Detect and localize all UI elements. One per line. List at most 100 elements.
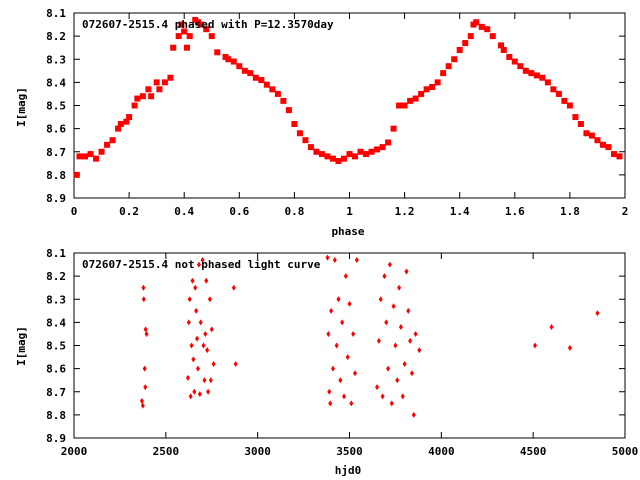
data-point [141, 296, 146, 303]
data-point [328, 400, 333, 407]
unphased-light-curve-panel: 2000 2500 3000 3500 4000 4500 5000 8.18.28.38.… [15, 247, 638, 477]
data-point [197, 391, 202, 398]
data-point [376, 337, 381, 344]
data-point [391, 303, 396, 310]
unphased-x-tick-label: 5000 [612, 445, 639, 458]
data-point [197, 21, 204, 28]
data-point [434, 79, 441, 86]
data-point [134, 95, 141, 102]
unphased-x-tick-label: 4000 [428, 445, 455, 458]
data-point [183, 44, 190, 51]
data-point [190, 277, 195, 284]
data-point [109, 137, 116, 144]
data-point [351, 330, 356, 337]
data-point [418, 90, 425, 97]
data-point [354, 256, 359, 263]
unphased-x-tick-label: 4500 [520, 445, 547, 458]
data-point [332, 256, 337, 263]
data-point [225, 56, 232, 63]
data-point [208, 33, 215, 40]
unphased-x-axis-label: hjd0 [335, 464, 362, 477]
data-point [87, 151, 94, 158]
data-point [211, 361, 216, 367]
data-point [148, 93, 155, 100]
phased-x-tick-label: 2 [622, 205, 629, 218]
data-point [236, 63, 243, 70]
data-point [329, 155, 336, 162]
phased-x-tick-label: 0.2 [119, 205, 139, 218]
data-point [533, 342, 538, 349]
data-point [230, 58, 237, 65]
phased-x-tick-label: 0.4 [174, 205, 194, 218]
phased-x-tick-label: 1.4 [450, 205, 470, 218]
data-point [208, 377, 213, 384]
data-point [252, 74, 259, 81]
phased-x-tick-label: 1.2 [395, 205, 415, 218]
data-point [175, 33, 182, 40]
unphased-plot-frame [73, 252, 626, 439]
data-point [467, 33, 474, 40]
data-point [203, 330, 208, 337]
unphased-y-tick-label: 8.5 [46, 340, 66, 353]
data-point [334, 342, 339, 349]
data-point [588, 132, 595, 139]
data-point [409, 370, 414, 377]
data-point [379, 144, 386, 151]
unphased-y-tick-label: 8.1 [46, 247, 66, 260]
data-point [440, 70, 447, 77]
data-point [338, 377, 343, 384]
phased-x-tick-label: 1 [346, 205, 353, 218]
data-point [143, 326, 148, 333]
data-point [473, 19, 480, 26]
data-point [412, 95, 419, 102]
unphased-y-tick-label: 8.8 [46, 409, 66, 422]
data-point [326, 330, 331, 337]
data-point [400, 393, 405, 400]
phased-y-tick-label: 8.5 [46, 100, 66, 113]
unphased-x-tick-label: 3500 [336, 445, 363, 458]
data-point [117, 121, 124, 127]
data-point [318, 151, 325, 158]
data-point [478, 23, 485, 30]
data-point [195, 365, 200, 372]
unphased-x-tick-label: 2500 [153, 445, 180, 458]
unphased-y-axis-label: I[mag] [15, 326, 28, 366]
data-point [307, 144, 314, 151]
phased-x-tick-label: 0 [71, 205, 78, 218]
data-point [302, 137, 309, 144]
data-point [126, 114, 133, 121]
data-point [195, 335, 200, 342]
data-point [599, 141, 606, 148]
data-point [98, 148, 105, 155]
data-point [396, 102, 403, 109]
data-point [263, 81, 270, 88]
data-point [417, 347, 422, 354]
data-point [203, 26, 210, 33]
data-point [194, 307, 199, 314]
data-point [594, 137, 601, 144]
data-point [140, 402, 145, 409]
data-point [247, 70, 254, 77]
data-point [186, 33, 193, 40]
data-point [198, 319, 203, 326]
data-point [549, 324, 554, 330]
data-point [500, 47, 507, 53]
data-point [353, 370, 358, 377]
data-point [336, 296, 341, 303]
data-point [343, 273, 348, 280]
data-point [141, 284, 146, 291]
data-point [142, 365, 147, 372]
unphased-y-tick-label: 8.3 [46, 293, 66, 306]
data-point [539, 74, 546, 81]
phased-y-ticks: 8.1 8.2 8.3 8.4 8.5 8.6 8.7 8.8 8.9 [46, 7, 625, 205]
data-point [517, 63, 524, 70]
data-point [214, 49, 221, 56]
data-point [544, 79, 551, 86]
data-point [285, 107, 292, 114]
data-point [143, 384, 148, 391]
unphased-y-tick-label: 8.4 [46, 316, 66, 329]
data-point [231, 284, 236, 291]
data-point [375, 384, 380, 391]
data-point [349, 400, 354, 407]
phased-y-axis-label: I[mag] [15, 87, 28, 127]
